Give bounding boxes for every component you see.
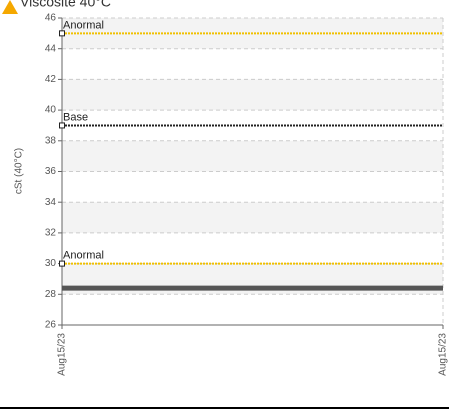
y-tick-label: 34 <box>45 197 57 208</box>
grid-band <box>62 140 443 172</box>
y-tick-label: 42 <box>45 74 57 85</box>
y-tick-label: 38 <box>45 135 57 146</box>
warning-icon <box>2 0 18 14</box>
y-tick-label: 26 <box>45 320 57 331</box>
x-tick-label: Aug15/23 <box>57 333 68 376</box>
x-tick-label: Aug15/23 <box>438 333 449 376</box>
y-tick-label: 44 <box>45 43 57 54</box>
reference-label: Anormal <box>63 250 104 262</box>
y-tick-label: 36 <box>45 166 57 177</box>
reference-marker <box>59 260 65 267</box>
reference-marker <box>59 122 65 129</box>
grid-band <box>62 202 443 233</box>
y-tick-label: 32 <box>45 228 57 239</box>
reference-marker <box>59 30 65 37</box>
chart-title: Viscosité 40°C <box>20 0 111 10</box>
y-axis-label: cSt (40°C) <box>14 148 25 194</box>
y-tick-label: 30 <box>45 258 57 269</box>
y-tick-label: 28 <box>45 289 57 300</box>
reference-label: Anormal <box>63 19 104 31</box>
grid-band <box>62 79 443 111</box>
reference-label: Base <box>63 111 88 123</box>
y-tick-label: 46 <box>45 13 57 24</box>
y-tick-label: 40 <box>45 105 57 116</box>
